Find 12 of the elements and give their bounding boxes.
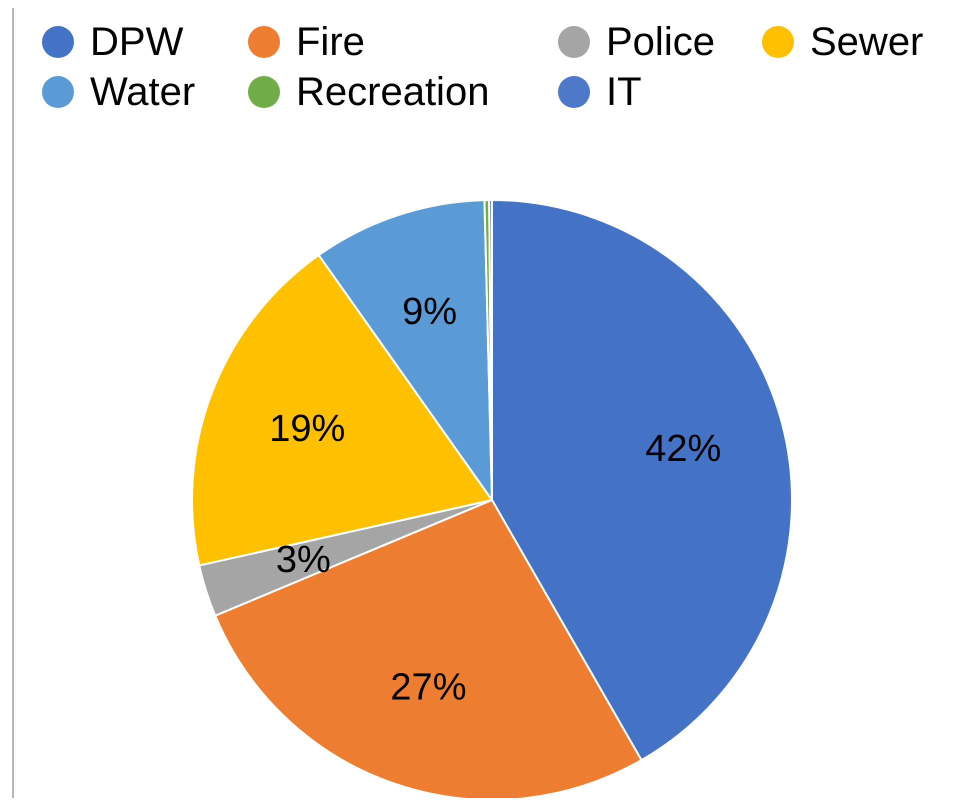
legend-label: IT [606, 70, 642, 114]
data-label: 19% [269, 408, 346, 450]
data-label: 42% [645, 428, 722, 470]
legend-label: Police [606, 20, 715, 64]
legend-label: Sewer [810, 20, 924, 64]
legend-label: Water [90, 70, 196, 114]
data-label: 27% [390, 666, 466, 709]
legend-label: Fire [296, 20, 365, 64]
data-label: 3% [276, 539, 331, 581]
legend-label: DPW [90, 20, 184, 64]
legend-label: Recreation [296, 70, 490, 114]
data-label: 9% [402, 291, 458, 334]
